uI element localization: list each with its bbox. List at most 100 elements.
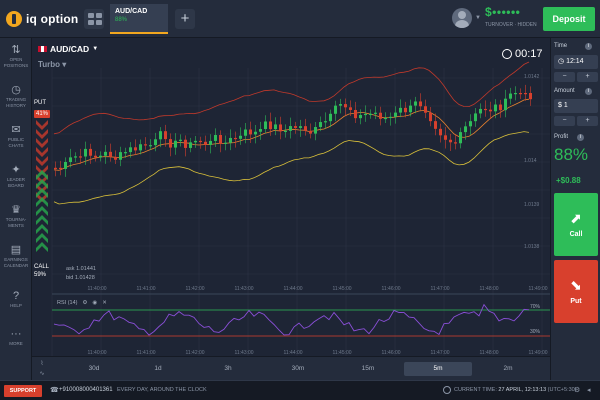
leaders-icon: ✦ — [11, 164, 21, 176]
sidebar-item-more[interactable]: ··· MORE — [0, 328, 32, 347]
timeframe-30m[interactable]: 30m — [291, 365, 305, 372]
candle-body — [139, 144, 142, 151]
eye-icon[interactable]: ◉ — [92, 300, 98, 306]
candle-body — [484, 108, 487, 111]
sidebar-item-help[interactable]: ? HELP — [0, 290, 32, 309]
timeframe-5m[interactable]: 5m — [404, 362, 472, 376]
info-icon[interactable]: i — [585, 88, 592, 95]
grid-cell-icon — [88, 13, 94, 18]
info-icon[interactable]: i — [585, 43, 592, 50]
candle-body — [324, 121, 327, 123]
info-icon[interactable]: i — [577, 134, 584, 141]
amount-plus-button[interactable]: + — [577, 116, 598, 126]
time-minus-button[interactable]: − — [554, 72, 575, 82]
asset-name: AUD/CAD — [50, 44, 90, 54]
expiry-time-field[interactable]: ◷ 12:14 — [554, 55, 598, 69]
sidebar-item-trading-history[interactable]: ◷ TRADING HISTORY — [0, 84, 32, 108]
time-tick-label: 11:42:00 — [185, 286, 204, 292]
candle-body — [279, 124, 282, 132]
amount-minus-button[interactable]: − — [554, 116, 575, 126]
candle-body — [159, 131, 162, 140]
candle-body — [179, 139, 182, 141]
put-arrow-icon — [36, 147, 48, 157]
chart-area[interactable]: 11:40:00 11:41:00 11:42:00 11:43:00 11:44:00… — [32, 38, 550, 380]
amount-field[interactable]: $ 1 — [554, 99, 598, 113]
time-tick-label: 11:42:00 — [185, 350, 204, 356]
candle-body — [229, 137, 232, 143]
candle-body — [199, 140, 202, 143]
profit-percent: 88% — [554, 145, 589, 164]
balance[interactable]: $•••••• TURNOVER · HIDDEN — [485, 5, 540, 28]
chat-icon: ✉ — [11, 124, 21, 136]
sidebar-item-label: HELP — [10, 303, 22, 308]
mode-selector[interactable]: Turbo ▾ — [38, 60, 67, 69]
sidebar-item-leader-board[interactable]: ✦ LEADER BOARD — [0, 164, 32, 188]
timeframe-3h[interactable]: 3h — [224, 365, 232, 372]
timeframe-30d[interactable]: 30d — [88, 365, 100, 372]
current-time: CURRENT TIME: 27 APRIL, 12:13:13 (UTC+5:… — [454, 387, 577, 393]
expiry-time-value: 12:14 — [566, 58, 584, 65]
candle-body — [154, 139, 157, 146]
timeframe-2m[interactable]: 2m — [503, 365, 513, 372]
candle-body — [249, 129, 252, 135]
active-asset-tab[interactable]: AUD/CAD 88% — [110, 4, 168, 34]
candle-body — [129, 147, 132, 153]
call-button[interactable]: ⬈ Call — [554, 193, 598, 256]
candle-body — [234, 137, 237, 140]
volume-icon[interactable]: ◂ — [587, 387, 591, 394]
top-bar: iq option AUD/CAD 88% + ▼ $•••••• TURNOV… — [0, 0, 600, 38]
candle-body — [219, 134, 222, 144]
time-tick-label: 11:40:00 — [87, 286, 106, 292]
candle-body — [54, 167, 57, 170]
sidebar-item-public-chats[interactable]: ✉ PUBLIC CHATS — [0, 124, 32, 148]
arrows-icon: ⇅ — [11, 44, 21, 56]
support-button[interactable]: SUPPORT — [4, 385, 42, 397]
chevron-down-icon[interactable]: ▼ — [475, 15, 481, 21]
asset-selector[interactable]: AUD/CAD ▼ — [38, 44, 98, 54]
rsi-level-high: 70% — [530, 304, 541, 310]
add-asset-button[interactable]: + — [175, 9, 195, 29]
draw-line-icon[interactable]: ∿ — [39, 371, 45, 377]
candle-body — [424, 106, 427, 113]
magnet-icon[interactable]: ⌇ — [40, 361, 44, 367]
footer: SUPPORT ☎ +910008000401361 EVERY DAY, AR… — [0, 380, 600, 400]
timeframe-1d[interactable]: 1d — [154, 365, 162, 372]
put-button[interactable]: ⬊ Put — [554, 260, 598, 323]
avatar[interactable] — [452, 8, 472, 28]
time-plus-button[interactable]: + — [577, 72, 598, 82]
call-arrow-icon — [36, 224, 48, 234]
deposit-button[interactable]: Deposit — [543, 7, 595, 31]
sidebar-item-open-positions[interactable]: ⇅ OPEN POSITIONS — [0, 44, 32, 68]
candle-body — [359, 115, 362, 119]
indicator-label: RSI (14) — [57, 300, 78, 306]
upper-band-line — [53, 61, 530, 135]
chevron-down-icon: ▼ — [92, 46, 99, 52]
sidebar-item-label: TOURNA-MENTS — [5, 217, 27, 228]
candle-body — [454, 142, 457, 144]
settings-icon[interactable]: ⚙ — [574, 387, 581, 394]
candle-body — [299, 126, 302, 128]
logo[interactable]: iq option — [6, 11, 78, 27]
current-time-value: 27 APRIL, 12:13:13 — [498, 387, 547, 393]
candle-body — [399, 107, 402, 113]
timeframe-15m[interactable]: 15m — [361, 365, 375, 372]
sidebar-item-tournaments[interactable]: ♛ TOURNA-MENTS — [0, 204, 32, 228]
candle-body — [64, 162, 67, 169]
candle-body — [304, 126, 307, 131]
candle-body — [124, 152, 127, 154]
candle-body — [109, 151, 112, 157]
stopwatch-icon — [502, 49, 512, 59]
sidebar-item-earnings-calendar[interactable]: ▤ EARNINGS CALENDAR — [0, 244, 32, 268]
price-chart[interactable]: 11:40:00 11:41:00 11:42:00 11:43:00 11:44:00… — [32, 38, 550, 356]
candle-body — [194, 140, 197, 143]
sidebar: ⇅ OPEN POSITIONS ◷ TRADING HISTORY ✉ PUB… — [0, 38, 32, 380]
trophy-icon: ♛ — [11, 204, 21, 216]
candle-body — [519, 93, 522, 95]
asset-grid-button[interactable] — [84, 9, 104, 29]
trade-panel: Time i ◷ 12:14 − + Amount i $ 1 − + Prof… — [550, 38, 600, 380]
gear-icon[interactable]: ⚙ — [82, 300, 88, 306]
support-phone[interactable]: +910008000401361 — [59, 387, 113, 393]
candle-body — [254, 131, 257, 135]
close-icon[interactable]: ✕ — [102, 300, 107, 306]
candle-body — [184, 139, 187, 148]
